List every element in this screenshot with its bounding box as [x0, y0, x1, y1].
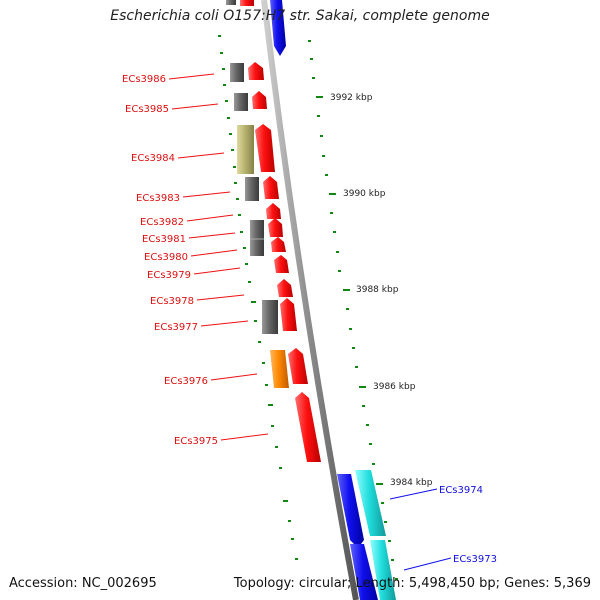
right-gene-labels: ECs3974 ECs3973 [439, 485, 497, 565]
gene-label-ecs3977[interactable]: ECs3977 [154, 322, 198, 333]
feature-ecs3974-cyan [355, 470, 386, 536]
scale-label-3992: 3992 kbp [330, 93, 373, 103]
gene-label-ecs3979[interactable]: ECs3979 [147, 270, 191, 281]
gene-label-ecs3983[interactable]: ECs3983 [136, 193, 180, 204]
feature-ecs3983 [245, 177, 259, 201]
gene-label-ecs3976[interactable]: ECs3976 [164, 376, 208, 387]
gene-label-ecs3978[interactable]: ECs3978 [150, 296, 194, 307]
cds-ecs3982 [266, 203, 281, 219]
gene-label-ecs3981[interactable]: ECs3981 [142, 234, 186, 245]
cds-ecs3978 [277, 279, 293, 297]
cds-ecs3984 [255, 124, 275, 172]
gene-label-ecs3973[interactable]: ECs3973 [453, 554, 497, 565]
feature-ecs3985 [234, 93, 248, 111]
forward-cds-set [248, 62, 321, 462]
scale-label-3988: 3988 kbp [356, 285, 399, 295]
gene-label-ecs3985[interactable]: ECs3985 [125, 104, 169, 115]
cds-ecs3986 [248, 62, 264, 80]
left-gene-labels: ECs3986 ECs3985 ECs3984 ECs3983 ECs3982 … [122, 74, 218, 447]
cds-ecs3985 [252, 91, 267, 109]
feature-ecs3977 [262, 300, 278, 334]
scale-label-3986: 3986 kbp [373, 382, 416, 392]
cds-ecs3976 [288, 348, 308, 384]
reverse-cds-set [337, 474, 378, 600]
cds-ecs3973 [350, 544, 378, 600]
scale-label-3984: 3984 kbp [390, 478, 433, 488]
cds-partial-gray [226, 0, 236, 5]
feature-ecs3986 [230, 63, 244, 82]
feature-ecs3981 [250, 220, 264, 256]
cds-partial-red [240, 0, 254, 6]
inner-tick-ring [218, 35, 298, 560]
gray-features [230, 63, 278, 334]
cds-ecs3983 [263, 176, 279, 199]
genome-backbone [261, 0, 359, 600]
cds-ecs3979 [274, 255, 289, 273]
gene-label-ecs3982[interactable]: ECs3982 [140, 217, 184, 228]
gene-label-ecs3974[interactable]: ECs3974 [439, 485, 483, 496]
gene-label-ecs3986[interactable]: ECs3986 [122, 74, 166, 85]
cyan-features [355, 470, 396, 600]
left-leader-lines [168, 73, 269, 441]
gene-label-ecs3975[interactable]: ECs3975 [174, 436, 218, 447]
gene-label-ecs3980[interactable]: ECs3980 [144, 252, 188, 263]
cds-ecs3980 [271, 237, 286, 252]
right-leader-lines [389, 488, 452, 571]
feature-ecs3976-orange [270, 350, 289, 388]
feature-ecs3973-cyan [370, 540, 396, 600]
cds-ecs3975 [295, 392, 321, 462]
genome-summary-text: Topology: circular; Length: 5,498,450 bp… [233, 576, 591, 591]
feature-ecs3984-khaki [237, 125, 254, 174]
cds-partial-blue [270, 0, 286, 56]
gene-label-ecs3984[interactable]: ECs3984 [131, 153, 175, 164]
accession-text: Accession: NC_002695 [9, 576, 157, 591]
cds-ecs3981 [268, 218, 283, 237]
outer-tick-ring [308, 40, 398, 580]
cds-ecs3977 [280, 298, 297, 331]
scale-label-3990: 3990 kbp [343, 189, 386, 199]
genome-title: Escherichia coli O157:H7 str. Sakai, com… [110, 8, 490, 24]
cds-ecs3974 [337, 474, 364, 548]
